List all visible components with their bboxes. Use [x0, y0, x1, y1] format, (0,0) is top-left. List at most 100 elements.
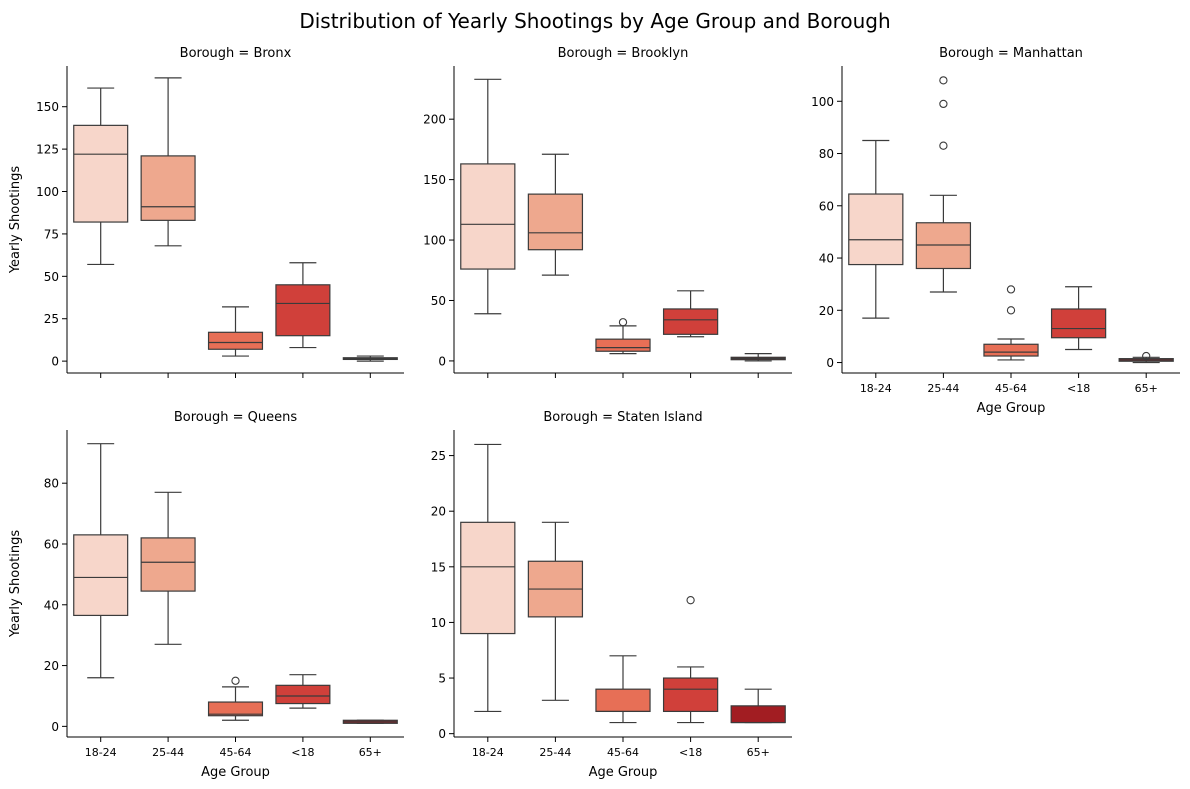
box-45-64 — [207, 676, 264, 721]
box-18-24 — [848, 139, 904, 319]
box-iqr — [527, 193, 584, 251]
box-<18 — [1050, 286, 1107, 351]
outlier-point — [939, 76, 948, 85]
box-iqr — [140, 155, 196, 221]
box-25-44 — [527, 521, 584, 701]
box-iqr — [730, 705, 786, 724]
x-tick-label: 25-44 — [539, 746, 571, 759]
y-tick-label: 150 — [36, 100, 59, 114]
box-25-44 — [915, 76, 972, 293]
outlier-point — [1006, 306, 1016, 315]
panel-title: Borough = Brooklyn — [558, 46, 689, 61]
box-<18 — [275, 262, 331, 349]
y-tick-label: 50 — [44, 270, 59, 284]
y-tick-label: 40 — [819, 252, 834, 266]
y-tick-label: 125 — [36, 143, 59, 157]
x-tick-label: 25-44 — [927, 382, 959, 395]
box-65+ — [342, 719, 398, 724]
panel: Borough = Staten Island 0 5 10 15 20 25 18-24 25… — [431, 410, 792, 780]
box-iqr — [662, 677, 719, 713]
x-axis-label: Age Group — [589, 765, 658, 780]
box-iqr — [207, 331, 264, 350]
y-tick-label: 40 — [44, 598, 59, 612]
y-tick-label: 100 — [36, 185, 59, 199]
y-tick-label: 20 — [431, 505, 446, 519]
y-tick-label: 75 — [44, 227, 59, 241]
box-45-64 — [983, 285, 1039, 361]
y-tick-label: 50 — [431, 294, 446, 308]
y-tick-label: 60 — [44, 537, 59, 551]
box-18-24 — [460, 443, 516, 713]
panel: Borough = Queens 0 20 40 60 80 18-24 25-44 45-64… — [8, 410, 404, 780]
box-<18 — [275, 674, 331, 709]
y-tick-label: 80 — [819, 147, 834, 161]
box-<18 — [662, 290, 719, 338]
box-iqr — [275, 684, 331, 705]
panel-title: Borough = Bronx — [180, 46, 292, 61]
outlier-point — [618, 318, 628, 327]
y-axis-label: Yearly Shootings — [8, 166, 23, 275]
box-iqr — [207, 701, 264, 717]
box-iqr — [848, 193, 904, 266]
y-tick-label: 15 — [431, 560, 446, 574]
x-tick-label: 65+ — [747, 746, 770, 759]
box-iqr — [662, 308, 719, 335]
outlier-point — [1006, 285, 1016, 294]
box-25-44 — [140, 491, 196, 645]
figure-title: Distribution of Yearly Shootings by Age … — [299, 9, 890, 33]
x-tick-label: 45-64 — [995, 382, 1027, 395]
y-tick-label: 10 — [431, 616, 446, 630]
box-iqr — [595, 688, 651, 713]
outlier-point — [939, 99, 948, 109]
x-axis-label: Age Group — [201, 765, 270, 780]
y-tick-label: 100 — [811, 95, 834, 109]
outlier-point — [686, 596, 695, 605]
y-tick-label: 60 — [819, 199, 834, 213]
box-iqr — [140, 537, 196, 592]
box-25-44 — [527, 153, 584, 276]
x-axis-label: Age Group — [977, 401, 1046, 416]
y-tick-label: 0 — [438, 354, 446, 368]
box-iqr — [915, 222, 972, 270]
panel: Borough = Brooklyn 0 50 100 150 200 — [423, 46, 792, 378]
y-axis-label: Yearly Shootings — [8, 530, 23, 639]
box-45-64 — [207, 306, 264, 357]
y-tick-label: 0 — [51, 720, 59, 734]
box-<18 — [662, 596, 719, 724]
box-65+ — [730, 353, 786, 362]
box-iqr — [983, 343, 1039, 357]
box-45-64 — [595, 655, 651, 724]
x-tick-label: 45-64 — [607, 746, 639, 759]
x-tick-label: 18-24 — [472, 746, 504, 759]
y-tick-label: 80 — [44, 477, 59, 491]
x-tick-label: 18-24 — [860, 382, 892, 395]
box-18-24 — [460, 78, 516, 315]
x-tick-label: 18-24 — [85, 746, 117, 759]
x-tick-label: 65+ — [359, 746, 382, 759]
box-iqr — [73, 534, 129, 617]
y-tick-label: 200 — [423, 113, 446, 127]
box-iqr — [275, 284, 331, 337]
y-tick-label: 5 — [438, 672, 446, 686]
box-iqr — [460, 163, 516, 270]
y-tick-label: 100 — [423, 234, 446, 248]
outlier-point — [231, 676, 240, 685]
box-iqr — [1050, 308, 1107, 339]
panel: Borough = Manhattan 0 20 40 60 80 100 18-24 25-4… — [811, 46, 1180, 416]
x-tick-label: 45-64 — [220, 746, 252, 759]
box-65+ — [1118, 351, 1174, 364]
x-tick-label: 65+ — [1135, 382, 1158, 395]
box-45-64 — [595, 318, 651, 355]
box-65+ — [342, 355, 398, 362]
x-tick-label: <18 — [1067, 382, 1090, 395]
y-tick-label: 0 — [438, 727, 446, 741]
x-tick-label: 25-44 — [152, 746, 184, 759]
y-tick-label: 0 — [826, 356, 834, 370]
outlier-point — [939, 141, 948, 150]
panel-title: Borough = Manhattan — [939, 46, 1083, 61]
panel-title: Borough = Staten Island — [543, 410, 702, 425]
y-tick-label: 150 — [423, 173, 446, 187]
x-tick-label: <18 — [679, 746, 702, 759]
